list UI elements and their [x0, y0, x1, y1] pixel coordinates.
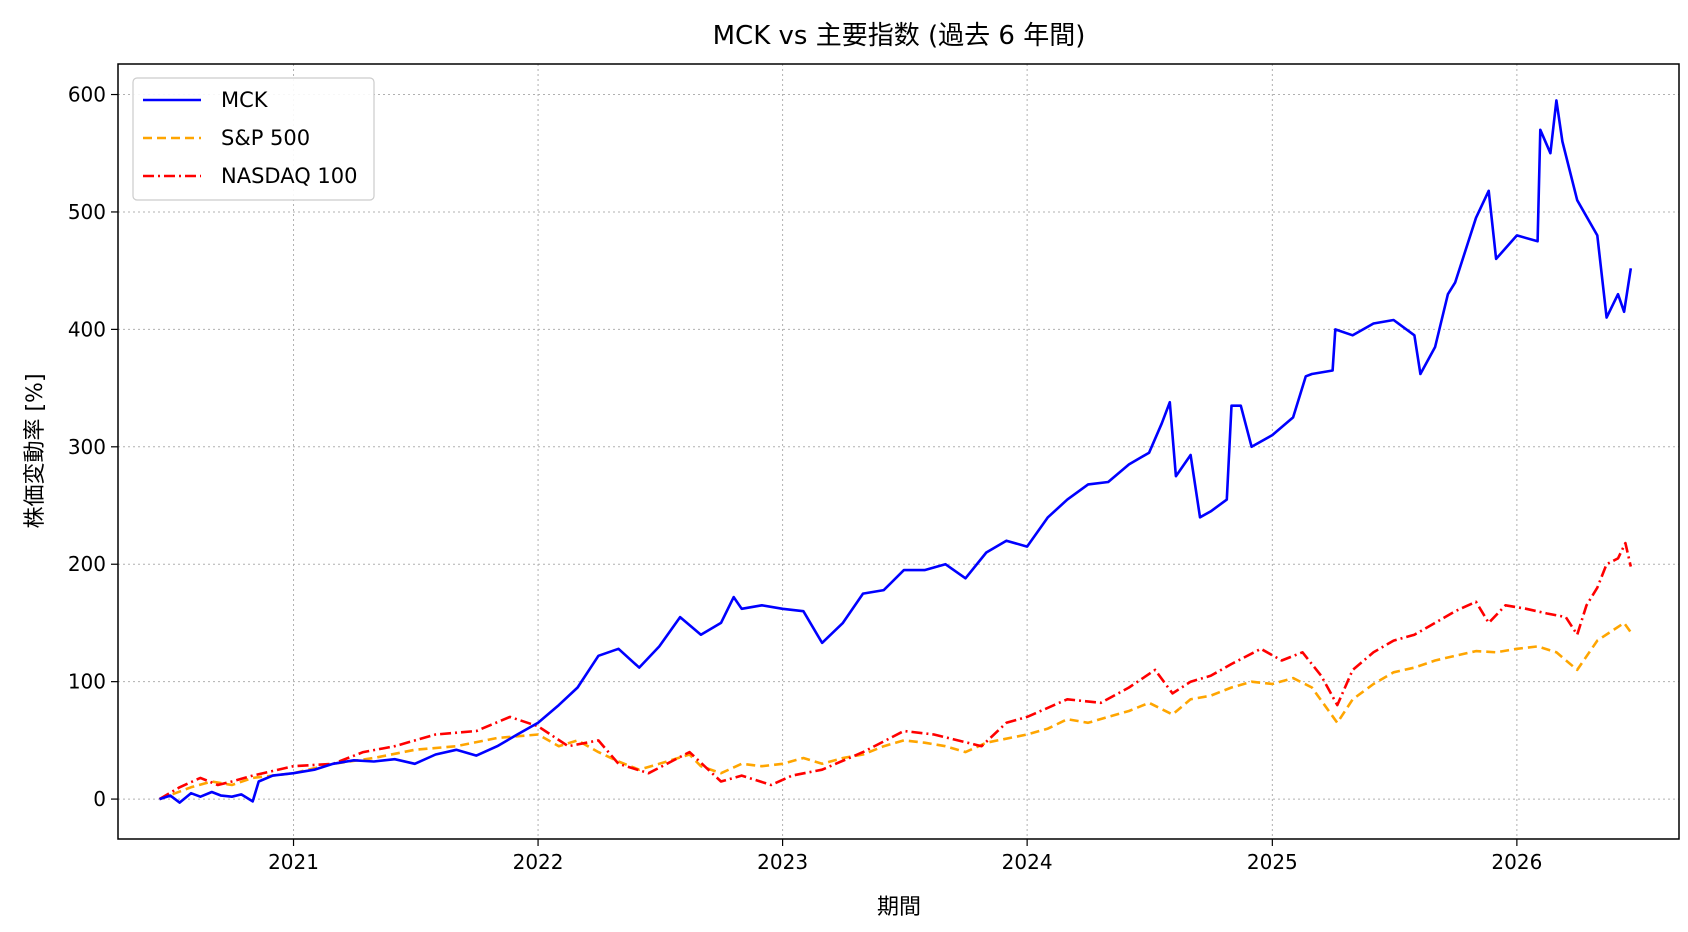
y-tick-label: 200 [68, 552, 106, 576]
y-tick-label: 300 [68, 435, 106, 459]
y-tick-label: 500 [68, 200, 106, 224]
series-line-nasdaq100 [158, 541, 1633, 801]
x-tick-label: 2024 [1002, 850, 1053, 874]
x-tick-label: 2025 [1247, 850, 1298, 874]
series-layer [158, 99, 1633, 804]
legend-label-nasdaq100: NASDAQ 100 [221, 164, 358, 188]
legend: MCK S&P 500 NASDAQ 100 [132, 77, 375, 201]
x-tick-label: 2021 [268, 850, 319, 874]
y-tick-label: 0 [93, 787, 106, 811]
legend-label-sp500: S&P 500 [221, 126, 310, 150]
y-tick-label: 100 [68, 670, 106, 694]
y-axis-label: 株価変動率 [%] [23, 373, 48, 528]
x-tick-label: 2023 [757, 850, 808, 874]
y-tick-label: 600 [68, 83, 106, 107]
chart-title: MCK vs 主要指数 (過去 6 年間) [713, 21, 1086, 51]
ticks: 0 100 200 300 400 500 600 2021 2022 2023 2024 2025 2… [68, 83, 1543, 874]
series-line-mck [159, 99, 1633, 804]
x-tick-label: 2022 [513, 850, 564, 874]
series-line-sp500 [159, 621, 1632, 801]
legend-box [132, 77, 375, 201]
grid [118, 64, 1679, 839]
x-tick-label: 2026 [1491, 850, 1542, 874]
x-axis-label: 期間 [877, 895, 921, 920]
plot-frame [117, 63, 1680, 840]
legend-label-mck: MCK [221, 88, 269, 112]
y-tick-label: 400 [68, 317, 106, 341]
